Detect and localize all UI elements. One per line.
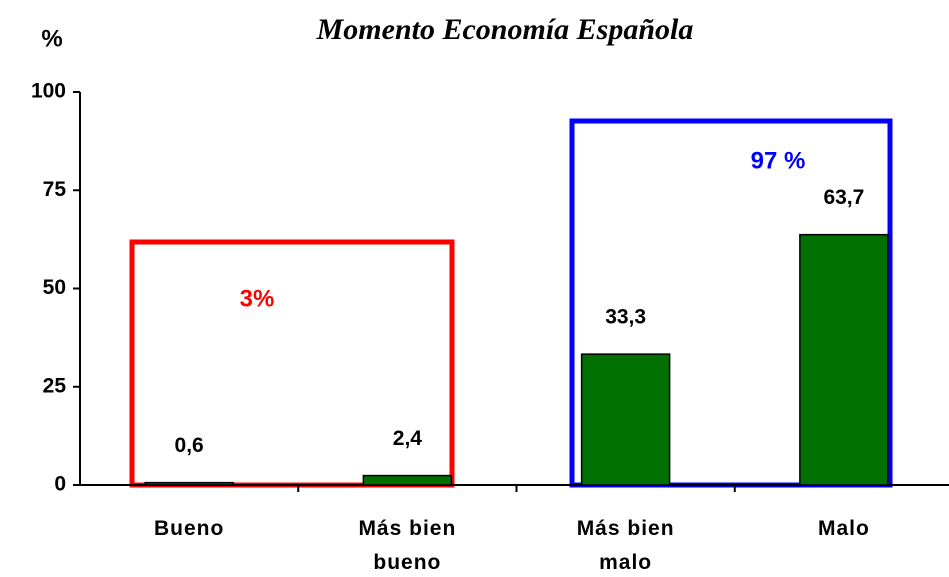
y-tick-label: 50 (43, 276, 66, 299)
annotation: 97 % (751, 147, 806, 174)
bar (799, 233, 889, 486)
value-label: 63,7 (823, 186, 864, 209)
x-tick-label: Bueno (153, 517, 225, 540)
y-tick-label: 25 (43, 374, 67, 397)
x-tick-label: Más bien bueno (358, 517, 457, 574)
x-tick-label: Más bien malo (576, 517, 675, 574)
y-tick-label: 75 (43, 178, 67, 201)
bar (144, 481, 234, 486)
bar (580, 353, 671, 486)
y-tick-label: 100 (31, 80, 66, 103)
chart-title: Momento Economía Española (316, 13, 694, 46)
value-label: 0,6 (175, 434, 204, 457)
x-tick-label: Malo (817, 517, 870, 540)
y-axis-label: % (41, 25, 62, 52)
y-tick-label: 0 (54, 473, 66, 496)
value-label: 2,4 (393, 427, 423, 450)
bar (362, 474, 453, 486)
value-label: 33,3 (605, 306, 646, 329)
annotation: 3% (240, 285, 275, 312)
